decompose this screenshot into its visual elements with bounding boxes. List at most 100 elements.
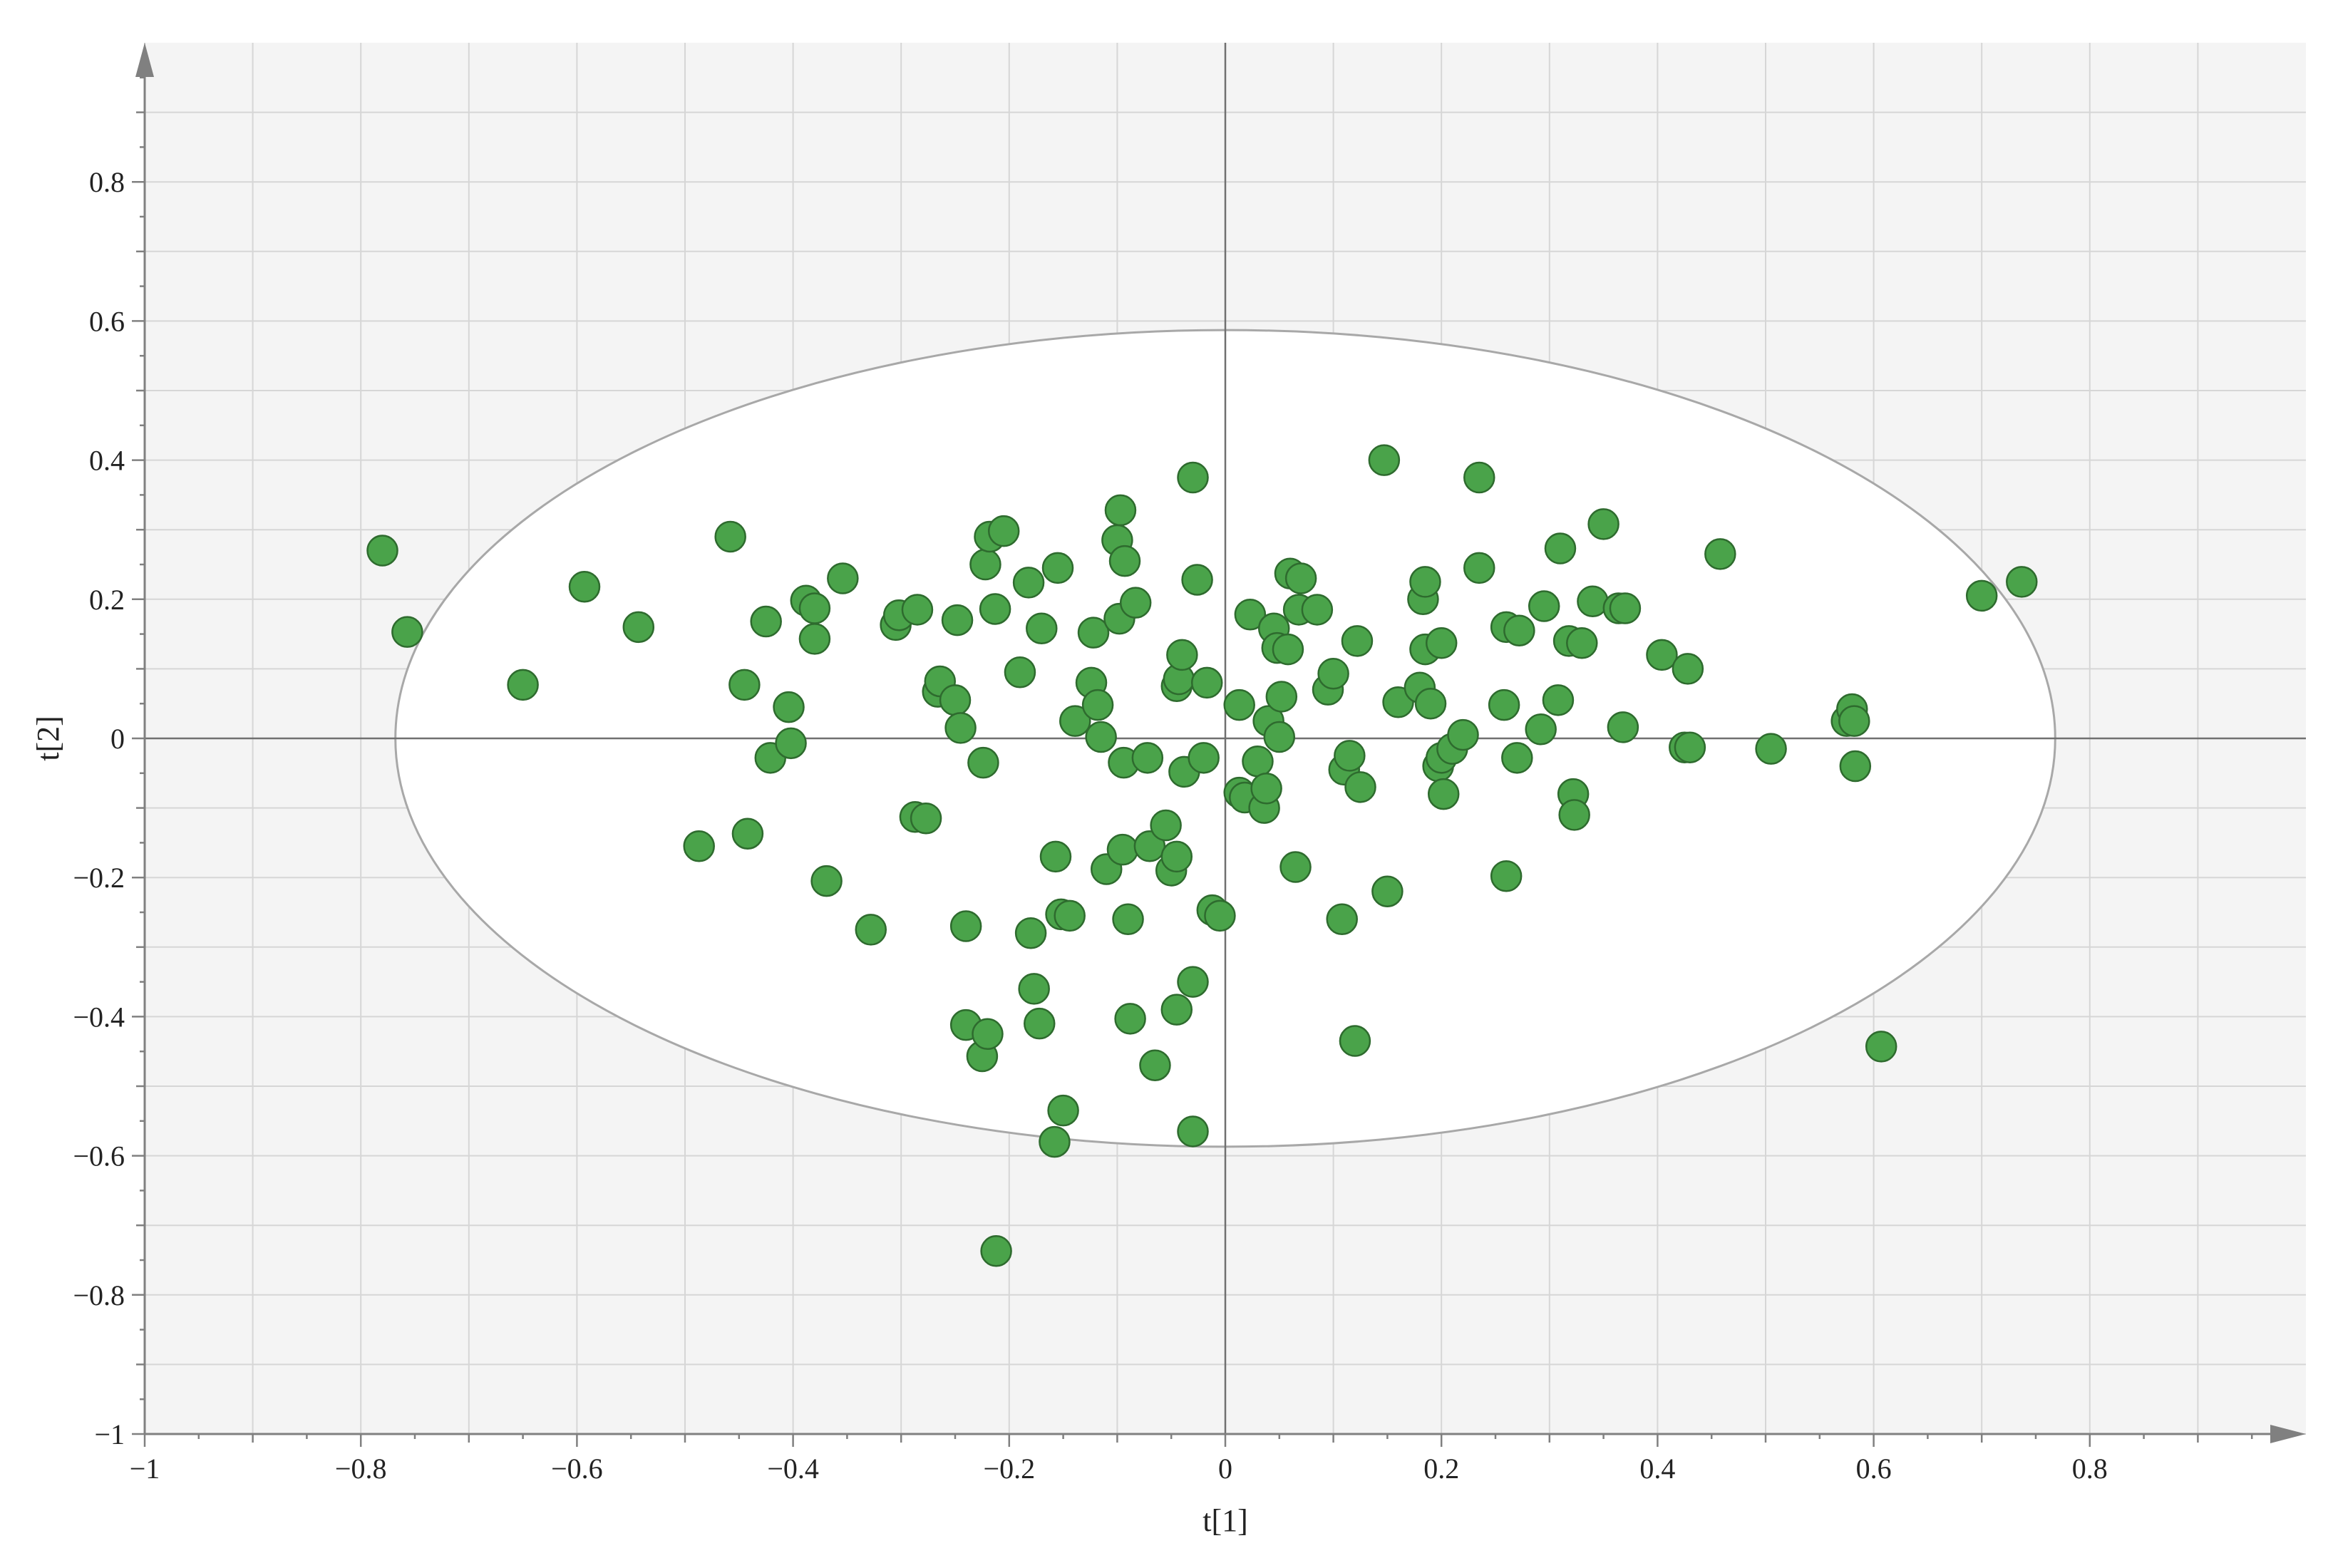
x-axis-label: t[1] [1202, 1503, 1248, 1538]
data-point [1301, 594, 1334, 626]
data-point [1341, 625, 1374, 657]
data-point [366, 535, 398, 567]
data-point [1607, 711, 1639, 743]
data-point [855, 914, 887, 946]
data-point [901, 594, 934, 626]
data-point [1039, 840, 1072, 873]
data-point [731, 817, 764, 850]
data-point [1463, 552, 1495, 584]
data-point [1223, 688, 1255, 721]
data-point [1114, 1003, 1146, 1035]
axes [132, 43, 2306, 1447]
data-point [1150, 809, 1182, 842]
y-tick-label: 0.6 [89, 305, 125, 337]
x-tick-label: −1 [130, 1453, 160, 1485]
data-point [1674, 731, 1706, 763]
x-axis-arrow [2270, 1425, 2306, 1443]
data-point [391, 616, 423, 648]
data-point [827, 562, 859, 594]
data-point [1272, 633, 1304, 666]
data-point [1672, 653, 1704, 685]
data-point [1106, 833, 1139, 866]
data-point [1160, 840, 1193, 873]
data-point [1488, 688, 1520, 721]
data-point [1704, 538, 1736, 570]
tick-labels: −1 −0.8 −0.6 −0.4 −0.2 0 0.2 0.4 0.6 0.8 −1 −0.8 −0.… [73, 166, 2107, 1485]
data-point [1012, 567, 1045, 599]
x-tick-label: −0.8 [335, 1453, 387, 1485]
data-point [1427, 778, 1460, 810]
data-point [1447, 718, 1479, 751]
data-point [622, 611, 655, 644]
data-point [1587, 508, 1619, 540]
x-tick-label: 0.2 [1423, 1453, 1459, 1485]
data-point [1368, 444, 1401, 476]
data-point [1609, 592, 1642, 624]
data-point [1166, 639, 1198, 671]
data-point [987, 515, 1020, 547]
data-point [1334, 740, 1366, 772]
data-point [1204, 899, 1236, 932]
data-point [683, 830, 715, 862]
x-tick-label: 0 [1218, 1453, 1232, 1485]
data-point [1177, 966, 1209, 998]
data-point [939, 684, 972, 716]
y-tick-label: −0.8 [73, 1279, 125, 1311]
data-point [1014, 917, 1047, 949]
data-point [1838, 705, 1870, 737]
data-point [1344, 771, 1376, 803]
y-tick-label: −0.2 [73, 862, 125, 894]
data-point [1646, 639, 1678, 671]
data-point [980, 1235, 1012, 1267]
x-tick-label: 0.8 [2072, 1453, 2108, 1485]
data-point [1503, 614, 1535, 646]
data-point [972, 1018, 1004, 1051]
data-point [1234, 599, 1267, 631]
data-point [1409, 566, 1441, 598]
data-point [1039, 1125, 1071, 1158]
data-point [1018, 973, 1050, 1005]
y-tick-label: 0.2 [89, 584, 125, 616]
data-point [1371, 875, 1404, 907]
data-point [1108, 545, 1141, 577]
data-point [798, 623, 831, 655]
data-point [1250, 773, 1282, 805]
data-point [1133, 830, 1166, 862]
data-point [798, 592, 831, 624]
data-point [1085, 721, 1117, 753]
data-point [1326, 903, 1358, 936]
y-axis-arrow [135, 43, 154, 77]
data-point [1054, 899, 1086, 932]
data-point [1242, 745, 1274, 778]
data-point [1528, 590, 1560, 622]
data-point [1865, 1031, 1897, 1063]
data-point [1059, 705, 1091, 737]
data-point [1490, 860, 1523, 892]
data-point [1265, 681, 1298, 713]
data-point [1414, 687, 1447, 720]
data-point [1339, 1025, 1371, 1057]
data-point [1004, 656, 1036, 688]
data-point [1839, 750, 1872, 783]
data-point [1425, 627, 1458, 659]
data-point [714, 520, 746, 553]
data-point [1077, 617, 1110, 649]
data-point [1181, 564, 1213, 596]
data-point [1525, 713, 1557, 746]
data-point [1160, 994, 1193, 1026]
data-point [773, 691, 805, 723]
data-point [775, 727, 807, 760]
data-point [1317, 657, 1349, 690]
data-point [1263, 721, 1296, 753]
data-point [1284, 562, 1317, 594]
y-tick-label: −1 [94, 1418, 125, 1450]
data-point [1177, 1115, 1209, 1147]
data-point [1965, 579, 1998, 612]
data-point [1566, 627, 1598, 659]
y-tick-label: 0 [110, 723, 125, 755]
data-point [1081, 688, 1114, 721]
data-point [507, 669, 539, 701]
data-point [967, 746, 999, 779]
x-tick-label: −0.2 [984, 1453, 1036, 1485]
